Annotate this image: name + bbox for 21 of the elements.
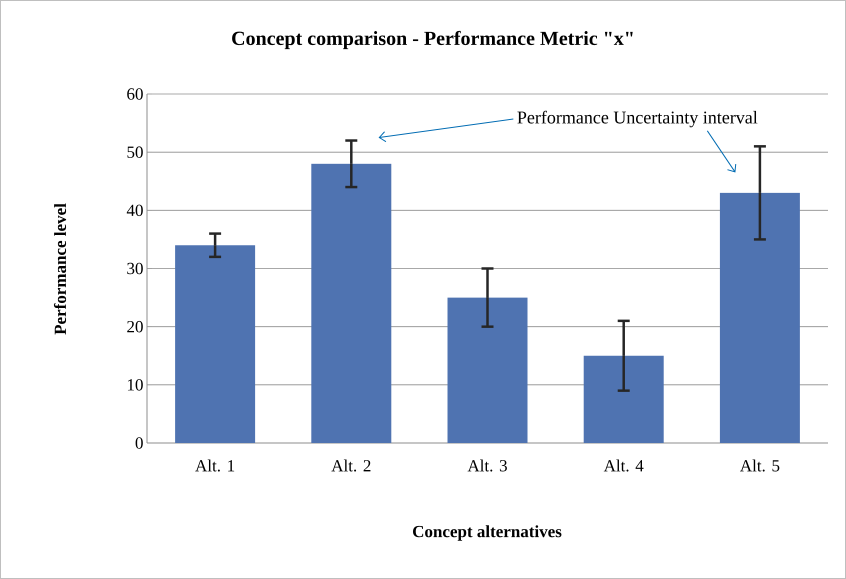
x-axis-title: Concept alternatives <box>413 525 562 541</box>
chart-title: Concept comparison - Performance Metric "x" <box>232 30 633 50</box>
y-axis-title: Performance level <box>54 203 66 335</box>
y-tick-label: 50 <box>127 146 143 158</box>
annotation: Performance Uncertainty interval <box>517 110 758 128</box>
x-tick-label: Alt. 1 <box>195 460 234 472</box>
y-tick-label: 10 <box>128 379 143 391</box>
y-tick-label: 20 <box>127 320 143 332</box>
x-tick-label: Alt. 4 <box>604 460 644 472</box>
bar <box>720 192 800 443</box>
bar <box>584 356 664 443</box>
bar <box>448 298 528 443</box>
y-tick-label: 30 <box>127 262 143 274</box>
bar <box>175 245 256 443</box>
x-tick-label: Alt. 2 <box>331 460 370 472</box>
y-tick-label: 0 <box>136 437 143 449</box>
x-tick-label: Alt. 5 <box>740 460 780 472</box>
y-tick-label: 60 <box>127 88 143 100</box>
y-tick-label: 40 <box>126 204 143 216</box>
bar <box>311 164 392 443</box>
x-tick-label: Alt. 3 <box>468 460 507 472</box>
